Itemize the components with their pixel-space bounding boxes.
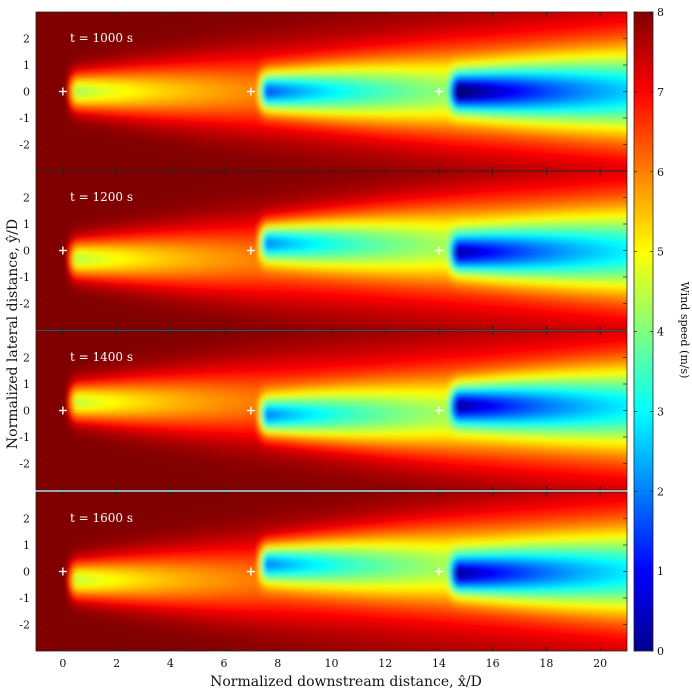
x-axis-label: Normalized downstream distance, x̂/D: [210, 674, 482, 690]
y-tick-label: 0: [23, 405, 30, 418]
turbine-marker: [434, 406, 443, 415]
y-tick-label: -1: [19, 271, 30, 284]
colorbar-tick-label: 6: [657, 166, 664, 179]
turbine-marker: [434, 567, 443, 576]
x-tick-label: 16: [486, 657, 500, 670]
panel-time-label: t = 1400 s: [70, 350, 133, 364]
colorbar-tick-label: 4: [657, 326, 664, 339]
turbine-marker: [58, 406, 67, 415]
y-tick-label: 1: [23, 539, 30, 552]
y-tick-label: -1: [19, 592, 30, 605]
turbine-marker: [246, 87, 255, 96]
panel-time-label: t = 1200 s: [70, 190, 133, 204]
x-tick-label: 14: [432, 657, 446, 670]
colorbar-tick-label: 2: [657, 485, 664, 498]
y-tick-label: 2: [23, 513, 30, 526]
colorbar: 0 1 2 3 4 5 6 7 8: [633, 6, 664, 658]
wake-panel: 2 1 0 -1 -2 t = 1600 s: [19, 491, 628, 652]
y-tick-label: 0: [23, 245, 30, 258]
colorbar-tick-label: 5: [657, 246, 664, 259]
y-tick-label: -2: [19, 298, 30, 311]
wind-speed-field: [36, 12, 627, 171]
turbine-marker: [58, 567, 67, 576]
y-tick-label: 1: [23, 378, 30, 391]
x-tick-label: 0: [59, 657, 66, 670]
turbine-marker: [246, 567, 255, 576]
wind-speed-field: [36, 492, 627, 651]
x-tick-label: 20: [593, 657, 607, 670]
colorbar-tick-label: 8: [657, 6, 664, 19]
y-tick-label: 2: [23, 33, 30, 46]
y-tick-label: 1: [23, 218, 30, 231]
wake-panel: 2 1 0 -1 -2 t = 1000 s: [19, 11, 628, 172]
x-tick-label: 6: [221, 657, 228, 670]
x-tick-label: 10: [325, 657, 339, 670]
x-tick-label: 4: [167, 657, 174, 670]
wind-speed-field: [36, 331, 627, 490]
x-tick-label: 12: [378, 657, 392, 670]
turbine-marker: [434, 87, 443, 96]
y-tick-label: -1: [19, 431, 30, 444]
y-tick-label: -2: [19, 139, 30, 152]
x-tick-label: 2: [113, 657, 120, 670]
y-tick-label: 1: [23, 59, 30, 72]
y-axis-label: Normalized lateral distance, ŷ/D: [4, 219, 21, 449]
x-tick-label: 8: [274, 657, 281, 670]
wake-panel: 2 1 0 -1 -2 t = 1400 s: [19, 330, 628, 491]
y-tick-label: -2: [19, 619, 30, 632]
wind-speed-field: [36, 171, 627, 330]
x-tick-label: 18: [539, 657, 553, 670]
y-tick-label: 0: [23, 566, 30, 579]
colorbar-tick-label: 0: [657, 645, 664, 658]
y-tick-label: -2: [19, 458, 30, 471]
y-tick-label: 2: [23, 192, 30, 205]
y-tick-label: 2: [23, 352, 30, 365]
panel-time-label: t = 1600 s: [70, 511, 133, 525]
y-tick-label: 0: [23, 86, 30, 99]
turbine-marker: [58, 246, 67, 255]
wake-panel: 2 1 0 -1 -2 t = 1200 s: [19, 170, 628, 331]
turbine-marker: [246, 406, 255, 415]
y-tick-label: -1: [19, 112, 30, 125]
turbine-marker: [246, 246, 255, 255]
colorbar-tick-label: 1: [657, 565, 664, 578]
colorbar-tick-label: 3: [657, 405, 664, 418]
colorbar-label: Wind speed (m/s): [678, 282, 691, 379]
panel-time-label: t = 1000 s: [70, 31, 133, 45]
x-axis: 0 2 4 6 8 10 12 14 16 18 20: [59, 657, 607, 670]
turbine-marker: [58, 87, 67, 96]
colorbar-tick-label: 7: [657, 86, 664, 99]
turbine-marker: [434, 246, 443, 255]
panels-group: 2 1 0 -1 -2 t = 1000 s 2 1 0 -1 -2 t = 1200 s 2 1 0 -1 -…: [19, 11, 628, 652]
